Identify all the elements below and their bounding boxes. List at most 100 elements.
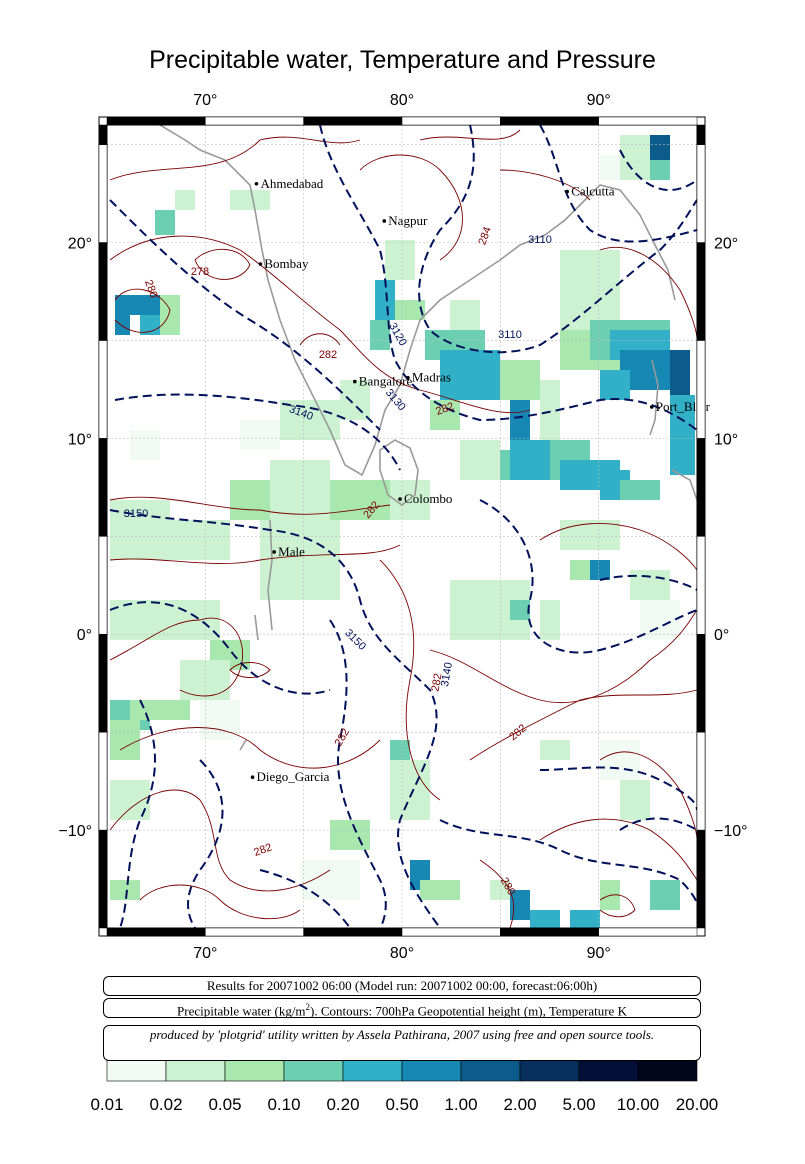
pw-cell bbox=[440, 350, 500, 400]
geopotential-contour bbox=[619, 817, 698, 831]
temperature-contour bbox=[479, 859, 515, 929]
temperature-contour bbox=[599, 246, 698, 341]
contour-label: 278 bbox=[191, 266, 209, 278]
contour-label: 3110 bbox=[528, 234, 552, 246]
frame-tick bbox=[696, 340, 706, 439]
pw-cell bbox=[155, 210, 175, 235]
geopotential-contour bbox=[599, 574, 698, 591]
temperature-contour bbox=[539, 523, 698, 571]
colorbar-swatch bbox=[342, 1059, 403, 1082]
pw-cell bbox=[180, 660, 230, 700]
geopotential-contour bbox=[109, 601, 331, 695]
x-tick-label: 80° bbox=[390, 92, 414, 109]
y-tick-label: 0° bbox=[714, 627, 729, 644]
pw-cell bbox=[110, 720, 140, 760]
pw-cell bbox=[490, 880, 510, 900]
pw-cell bbox=[280, 400, 340, 440]
temperature-contours bbox=[109, 129, 698, 929]
pw-cell bbox=[390, 760, 430, 820]
geopotential-contour bbox=[114, 393, 401, 471]
pw-cell bbox=[460, 440, 500, 480]
coastline-path bbox=[254, 614, 259, 641]
frame-tick bbox=[106, 927, 206, 937]
pw-cell bbox=[570, 910, 600, 928]
city-dot bbox=[406, 375, 410, 380]
pw-cell bbox=[300, 860, 360, 900]
coastline-path bbox=[649, 359, 659, 436]
coastline-path bbox=[267, 519, 273, 631]
pw-cell bbox=[340, 380, 370, 420]
results-info: Results for 20071002 06:00 (Model run: 2… bbox=[103, 976, 701, 996]
coastline-path bbox=[239, 739, 247, 751]
pw-cell bbox=[175, 190, 195, 210]
colorbar-label: 0.50 bbox=[385, 1095, 419, 1114]
contour-label: 3140 bbox=[439, 661, 455, 687]
contour-label: 3150 bbox=[342, 627, 368, 653]
temperature-contour bbox=[379, 559, 441, 801]
temperature-contour bbox=[194, 248, 251, 280]
pw-cell bbox=[230, 190, 270, 210]
frame-tick bbox=[303, 116, 403, 126]
pw-cell bbox=[510, 440, 550, 480]
frame-tick bbox=[98, 536, 108, 635]
colorbar-label: 0.05 bbox=[208, 1095, 242, 1114]
y-tick-label: −10° bbox=[714, 823, 748, 840]
frame-tick bbox=[98, 242, 108, 341]
geopotential-contours bbox=[109, 124, 698, 929]
pw-cell bbox=[375, 280, 395, 320]
pw-cell bbox=[395, 300, 425, 320]
pw-cell bbox=[110, 500, 170, 560]
city-label: Nagpur bbox=[388, 213, 428, 228]
coastline-path bbox=[671, 469, 698, 501]
legend-pw-text: Precipitable water (kg/m bbox=[177, 1003, 306, 1019]
frame-tick bbox=[98, 731, 108, 831]
geopotential-contour bbox=[539, 124, 698, 243]
legend-superscript: 2 bbox=[305, 1002, 311, 1012]
x-tick-label: 90° bbox=[587, 945, 611, 962]
temperature-contour bbox=[599, 894, 636, 918]
pw-cell bbox=[540, 380, 560, 440]
city-label: Calcutta bbox=[571, 184, 615, 199]
pw-cell bbox=[230, 480, 270, 520]
contour-label: 282 bbox=[333, 727, 353, 749]
temperature-contour bbox=[114, 288, 171, 333]
colorbar-swatch bbox=[224, 1059, 285, 1082]
precipitable-water-cells bbox=[110, 135, 695, 928]
pw-cell bbox=[420, 880, 460, 900]
pw-cell bbox=[240, 420, 280, 450]
contour-label: 282 bbox=[507, 722, 529, 743]
contour-label: 3130 bbox=[383, 387, 408, 413]
pw-cell bbox=[200, 700, 240, 740]
pw-cell bbox=[630, 570, 670, 600]
geopotential-contour bbox=[187, 759, 224, 929]
temperature-contour bbox=[119, 727, 381, 769]
pw-cell bbox=[110, 600, 220, 640]
temperature-contour bbox=[359, 154, 463, 261]
colorbar-swatch bbox=[519, 1059, 580, 1082]
colorbar-label: 5.00 bbox=[562, 1095, 596, 1114]
city-label: Bangalore bbox=[359, 374, 413, 389]
pw-cell bbox=[110, 780, 150, 820]
frame-tick bbox=[401, 927, 501, 937]
x-tick-label: 90° bbox=[587, 92, 611, 109]
pw-cell bbox=[560, 520, 620, 550]
legend-contours-text: ). Contours: 700hPa Geopotential height … bbox=[310, 1003, 627, 1019]
pw-cell bbox=[430, 400, 460, 430]
city-label: Male bbox=[278, 544, 305, 559]
frame-tick bbox=[696, 124, 706, 145]
frame-tick bbox=[598, 116, 698, 126]
pw-cell bbox=[390, 740, 410, 760]
pw-cell bbox=[600, 370, 630, 400]
y-tick-label: 20° bbox=[714, 236, 738, 253]
city-label: Bombay bbox=[264, 256, 309, 271]
pw-cell bbox=[260, 520, 340, 600]
colorbar-label: 20.00 bbox=[675, 1095, 719, 1114]
coastline-path bbox=[379, 439, 419, 506]
frame-tick bbox=[696, 438, 706, 537]
frame-tick bbox=[696, 242, 706, 341]
geopotential-contour bbox=[119, 699, 156, 929]
temperature-contour bbox=[109, 136, 361, 181]
pw-cell bbox=[600, 155, 620, 180]
